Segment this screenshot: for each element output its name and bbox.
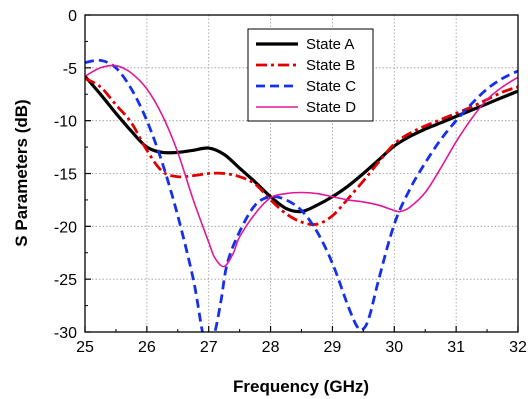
legend-label-state-b: State B xyxy=(306,57,355,74)
y-tick-label: -15 xyxy=(54,167,77,184)
y-axis-title: S Parameters (dB) xyxy=(12,99,31,246)
y-tick-label: -20 xyxy=(54,219,77,236)
series-line-state-d xyxy=(85,64,518,268)
legend-label-state-d: State D xyxy=(306,99,356,116)
y-tick-label: 0 xyxy=(68,8,77,25)
x-tick-label: 28 xyxy=(262,339,280,356)
legend-label-state-a: State A xyxy=(306,36,354,53)
x-tick-label: 27 xyxy=(200,339,218,356)
y-tick-label: -10 xyxy=(54,114,77,131)
x-tick-label: 32 xyxy=(509,339,527,356)
series-line-state-c xyxy=(85,58,518,332)
legend-label-state-c: State C xyxy=(306,78,356,95)
x-axis-title: Frequency (GHz) xyxy=(233,377,369,396)
x-tick-label: 25 xyxy=(76,339,94,356)
y-tick-label: -5 xyxy=(63,61,77,78)
x-tick-label: 26 xyxy=(138,339,156,356)
x-tick-label: 29 xyxy=(324,339,342,356)
y-tick-label: -25 xyxy=(54,272,77,289)
y-tick-label: -30 xyxy=(54,325,77,342)
series-lines xyxy=(85,58,518,332)
series-line-state-b xyxy=(85,77,518,226)
legend: State A State B State C State D xyxy=(247,28,374,122)
x-tick-label: 30 xyxy=(385,339,403,356)
x-tick-label: 31 xyxy=(447,339,465,356)
axis-ticks: 25 26 27 28 29 30 31 32 0 -5 -10 -15 -20 -25 -30 xyxy=(54,8,527,356)
